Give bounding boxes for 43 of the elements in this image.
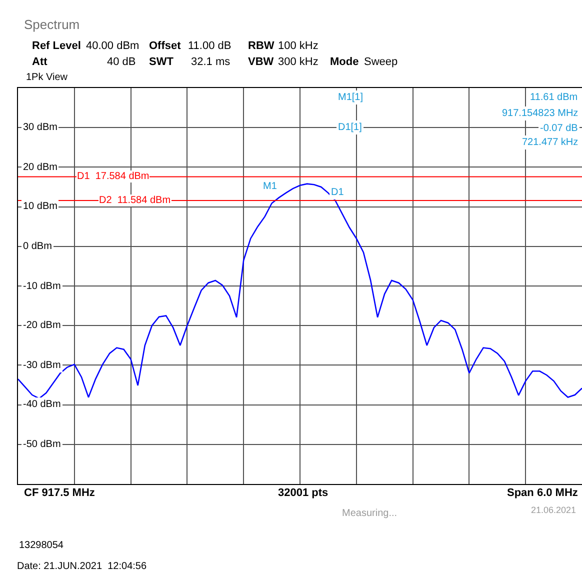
y-tick-label: -20 dBm bbox=[23, 320, 61, 331]
annotation: 721.477 kHz bbox=[522, 137, 578, 148]
annotation: 11.61 dBm bbox=[530, 92, 578, 103]
y-tick-label: -40 dBm bbox=[23, 399, 61, 410]
text: 13298054 bbox=[19, 540, 64, 551]
line-series bbox=[18, 183, 582, 400]
annotation: D1[1] bbox=[338, 122, 362, 133]
y-tick-label: 20 dBm bbox=[23, 162, 58, 173]
annotation: M1[1] bbox=[338, 92, 364, 103]
text: 100 kHz bbox=[278, 40, 318, 52]
y-tick-label: 10 dBm bbox=[23, 201, 58, 212]
text: SWT bbox=[149, 56, 174, 68]
y-tick-label: 30 dBm bbox=[23, 122, 58, 133]
text: 11.00 dB bbox=[188, 40, 232, 52]
annotation: D1 bbox=[331, 187, 344, 198]
text: Measuring... bbox=[342, 508, 398, 519]
text: Offset bbox=[149, 40, 182, 52]
text: Span 6.0 MHz bbox=[507, 487, 578, 499]
annotation: 917.154823 MHz bbox=[502, 108, 578, 119]
text: 40 dB bbox=[107, 56, 136, 68]
text: Ref Level bbox=[32, 40, 81, 52]
annotation: M1 bbox=[263, 181, 278, 192]
text: 1Pk View bbox=[26, 72, 68, 83]
y-tick-label: -50 dBm bbox=[23, 439, 61, 450]
text: 40.00 dBm bbox=[86, 40, 140, 52]
text: Sweep bbox=[364, 56, 398, 68]
y-tick-label: 0 dBm bbox=[23, 241, 52, 252]
text: Att bbox=[32, 56, 48, 68]
text: Date: 21.JUN.2021 12:04:56 bbox=[17, 561, 147, 572]
text: CF 917.5 MHz bbox=[24, 487, 96, 499]
text: Spectrum bbox=[24, 17, 80, 32]
y-tick-label: -10 dBm bbox=[23, 281, 61, 292]
text: 32.1 ms bbox=[191, 56, 231, 68]
text: VBW bbox=[248, 56, 274, 68]
y-tick-label: -30 dBm bbox=[23, 360, 61, 371]
text: 21.06.2021 bbox=[531, 505, 576, 515]
annotation: -0.07 dB bbox=[540, 123, 578, 134]
ref-line-label: D2 11.584 dBm bbox=[99, 195, 171, 206]
ref-line-label: D1 17.584 dBm bbox=[77, 171, 150, 182]
text: 32001 pts bbox=[278, 487, 328, 499]
text: RBW bbox=[248, 40, 275, 52]
text: Mode bbox=[330, 56, 359, 68]
text: 300 kHz bbox=[278, 56, 318, 68]
